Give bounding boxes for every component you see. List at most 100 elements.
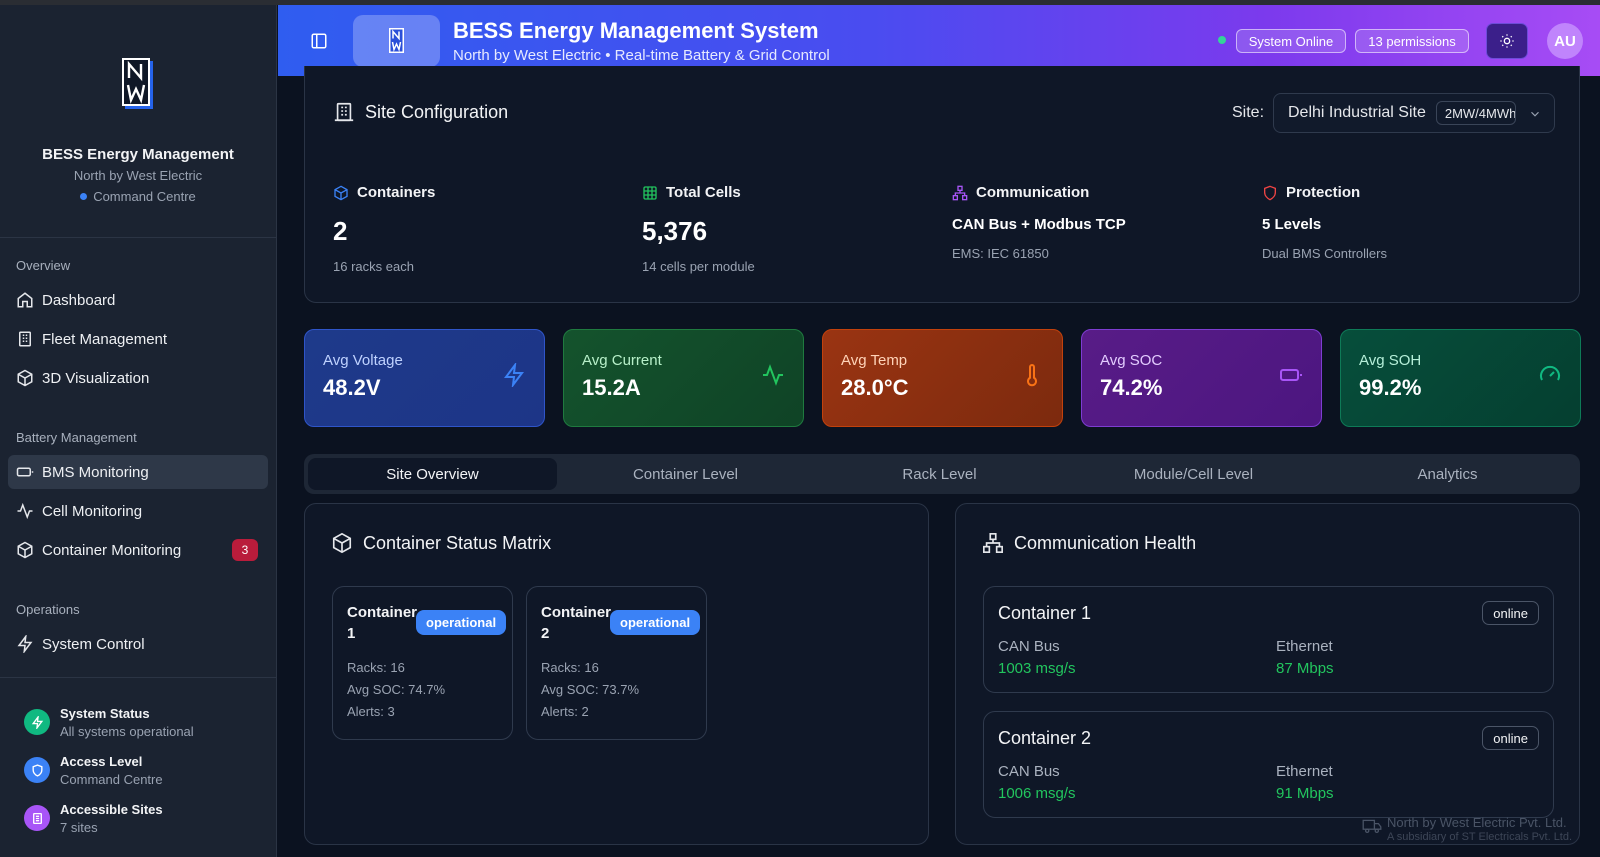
section-label-battery: Battery Management [16,430,137,445]
sidebar-item-cell-monitoring[interactable]: Cell Monitoring [8,494,268,528]
status-title: System Status [60,706,150,721]
metric-label: Avg Temp [841,352,908,369]
site-select[interactable]: Delhi Industrial Site 2MW/4MWh [1273,93,1555,133]
sidebar-item-fleet-management[interactable]: Fleet Management [8,322,268,356]
battery-icon [16,463,34,481]
zap-icon [16,635,34,653]
theme-toggle-button[interactable] [1486,23,1528,59]
tab-rack-level[interactable]: Rack Level [902,465,977,483]
metric-value: 28.0°C [841,375,909,400]
stat-protection: Protection 5 Levels Dual BMS Controllers [1262,184,1387,261]
metric-label: Avg Current [582,352,662,369]
site-label: Site: [1232,104,1265,121]
status-subtitle: 7 sites [60,820,98,835]
tab-container-level[interactable]: Container Level [632,465,739,483]
sidebar-item-container-monitoring[interactable]: Container Monitoring 3 [8,533,268,567]
sidebar-item-label: System Control [42,635,145,653]
container-alerts: Alerts: 2 [541,704,589,719]
stat-label: Communication [976,184,1090,201]
online-dot-icon [1218,36,1226,44]
status-ok-icon [24,709,50,735]
network-icon [952,185,968,200]
building-icon [334,102,354,122]
container-soc: Avg SOC: 74.7% [347,682,446,697]
section-label-operations: Operations [16,602,80,617]
status-title: Accessible Sites [60,802,163,817]
sidebar-item-3d-visualization[interactable]: 3D Visualization [8,361,268,395]
can-bus-label: CAN Bus [998,763,1060,780]
sidebar-brand: BESS Energy Management North by West Ele… [0,5,276,238]
metric-avg-soh: Avg SOH 99.2% [1340,329,1581,427]
sidebar-item-system-control[interactable]: System Control [8,627,268,661]
comm-health-card: Container 2 online CAN Bus 1006 msg/s Et… [983,711,1554,818]
footer-company: North by West Electric Pvt. Ltd. [1387,815,1567,830]
sidebar: BESS Energy Management North by West Ele… [0,5,277,857]
communication-health-panel: Communication Health Container 1 online … [955,503,1580,845]
tab-analytics[interactable]: Analytics [1417,465,1478,483]
metric-avg-current: Avg Current 15.2A [563,329,804,427]
sidebar-item-label: Dashboard [42,291,116,309]
site-config-heading: Site Configuration [333,101,508,123]
container-card[interactable]: Container 1 operational Racks: 16 Avg SO… [332,586,513,740]
stat-label: Containers [357,184,436,201]
chevron-down-icon [1531,111,1539,117]
stat-label: Total Cells [666,184,741,201]
box-icon [16,541,34,559]
shield-icon [1264,185,1276,200]
status-subtitle: All systems operational [60,724,194,739]
container-alerts: Alerts: 3 [347,704,395,719]
stat-sub: Dual BMS Controllers [1262,246,1387,261]
ethernet-label: Ethernet [1276,763,1333,780]
sidebar-item-label: Cell Monitoring [42,502,143,520]
stat-value: 2 [333,216,348,246]
site-configuration-panel: Site Configuration Site: Delhi Industria… [304,66,1580,303]
site-config-title: Site Configuration [365,101,509,122]
metric-avg-voltage: Avg Voltage 48.2V [304,329,545,427]
tab-site-overview[interactable]: Site Overview [308,458,557,490]
stat-containers: Containers 2 16 racks each [333,184,435,274]
brand-subtitle: North by West Electric [73,168,203,183]
shield-icon [24,757,50,783]
status-subtitle: Command Centre [60,772,163,787]
sidebar-divider [0,677,277,678]
thermometer-icon [1027,364,1037,387]
metric-avg-temp: Avg Temp 28.0°C [822,329,1063,427]
sidebar-item-bms-monitoring[interactable]: BMS Monitoring [8,455,268,489]
building-icon [24,805,50,831]
stat-communication: Communication CAN Bus + Modbus TCP EMS: … [952,184,1126,261]
section-label-overview: Overview [16,258,71,273]
gauge-icon [1540,365,1560,381]
container-name: Container 2 [541,604,612,642]
brand-title: BESS Energy Management [42,146,234,163]
metric-value: 15.2A [582,375,641,400]
sidebar-toggle-icon[interactable] [310,32,328,55]
permissions-pill[interactable]: 13 permissions [1355,29,1469,53]
panel-title: Container Status Matrix [363,532,552,553]
container-racks: Racks: 16 [541,660,599,675]
user-avatar[interactable]: AU [1547,23,1583,59]
ethernet-value: 87 Mbps [1276,660,1334,677]
footer-subsidiary: A subsidiary of ST Electricals Pvt. Ltd. [1387,831,1573,843]
activity-icon [16,502,34,520]
panel-heading: Communication Health [982,532,1196,554]
tag-dot-icon [80,193,88,200]
status-badge: operational [416,610,507,635]
container-racks: Racks: 16 [347,660,405,675]
app-title: BESS Energy Management System [453,18,819,43]
container-name: Container 1 [347,604,418,642]
container-card[interactable]: Container 2 operational Racks: 16 Avg SO… [526,586,707,740]
container-name: Container 1 [998,603,1092,623]
status-badge: online [1482,601,1539,625]
container-soc: Avg SOC: 73.7% [541,682,640,697]
top-header: BESS Energy Management System North by W… [278,5,1600,76]
tab-module-cell-level[interactable]: Module/Cell Level [1133,465,1254,483]
window-top-edge [0,0,1600,5]
ethernet-label: Ethernet [1276,638,1333,655]
panel-title: Communication Health [1014,532,1197,553]
sidebar-item-dashboard[interactable]: Dashboard [8,283,268,317]
stat-sub: EMS: IEC 61850 [952,246,1049,261]
brand-tag-label: Command Centre [93,189,196,204]
container-status-matrix-panel: Container Status Matrix Container 1 oper… [304,503,929,845]
alert-count-badge: 3 [232,539,258,561]
home-icon [16,291,34,309]
